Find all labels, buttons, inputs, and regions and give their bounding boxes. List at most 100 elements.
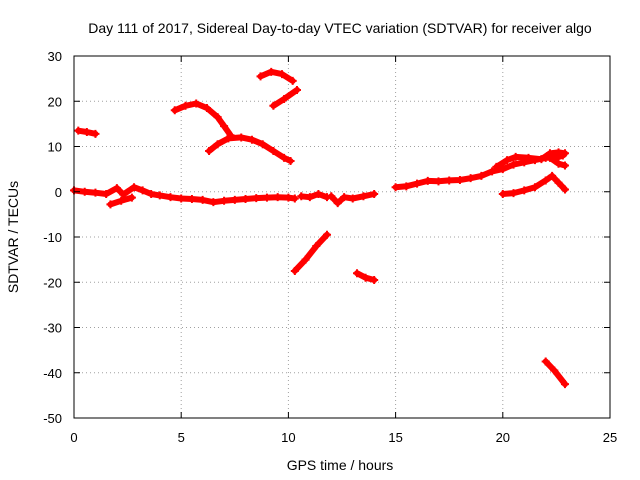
x-axis-label: GPS time / hours (287, 457, 394, 473)
data-point (202, 104, 211, 113)
data-point (550, 366, 559, 375)
data-point (286, 156, 295, 165)
data-point (224, 134, 233, 143)
x-tick-label: 15 (388, 430, 402, 445)
data-point (155, 191, 164, 200)
data-point (530, 183, 539, 192)
data-point (166, 193, 175, 202)
y-tick-label: -50 (43, 411, 62, 426)
data-point (312, 242, 321, 251)
series-group (70, 67, 569, 389)
data-point (301, 255, 310, 264)
data-point (280, 153, 289, 162)
data-point (106, 200, 115, 209)
data-point (147, 190, 156, 199)
grid (74, 56, 610, 418)
data-point (112, 184, 121, 193)
data-point (288, 76, 297, 85)
data-point (273, 193, 282, 202)
data-point (370, 275, 379, 284)
data-point (322, 230, 331, 239)
x-tick-label: 25 (603, 430, 617, 445)
data-point (511, 152, 520, 161)
data-point (554, 159, 563, 168)
data-point (256, 72, 265, 81)
series-line-rise-6-7 (206, 134, 294, 164)
data-point (290, 266, 299, 275)
data-point (220, 122, 229, 131)
y-tick-label: -10 (43, 230, 62, 245)
data-point (359, 192, 368, 201)
series-line-arc-5-10 (171, 100, 234, 139)
data-point (413, 179, 422, 188)
data-point (498, 165, 507, 174)
data-point (492, 162, 501, 171)
data-point (541, 176, 550, 185)
data-point (138, 186, 147, 195)
y-axis-label: SDTVAR / TECUs (5, 181, 21, 293)
data-point (277, 70, 286, 79)
data-point (548, 171, 557, 180)
series-line-drop-10-12 (291, 231, 330, 274)
data-point (247, 135, 256, 144)
data-point (117, 196, 126, 205)
y-tick-label: 20 (48, 94, 62, 109)
data-point (82, 128, 91, 137)
data-point (181, 101, 190, 110)
data-point (560, 185, 569, 194)
x-tick-label: 5 (178, 430, 185, 445)
series-line-lower-20-23 (499, 172, 568, 197)
data-point (391, 183, 400, 192)
data-point (477, 171, 486, 180)
data-point (498, 190, 507, 199)
data-point (333, 199, 342, 208)
y-tick-label: -20 (43, 275, 62, 290)
data-point (353, 269, 362, 278)
data-point (488, 167, 497, 176)
series-line-peak-9 (257, 68, 296, 84)
data-point (509, 189, 518, 198)
data-point (290, 194, 299, 203)
data-point (187, 194, 196, 203)
data-point (170, 106, 179, 115)
data-point (541, 357, 550, 366)
data-point (237, 133, 246, 142)
series-line-mid-10-12 (298, 191, 330, 201)
data-point (213, 113, 222, 122)
data-point (209, 198, 218, 207)
chart-title: Day 111 of 2017, Sidereal Day-to-day VTE… (88, 20, 592, 36)
data-point (361, 273, 370, 282)
data-point (537, 155, 546, 164)
y-tick-label: -40 (43, 366, 62, 381)
x-tick-label: 10 (281, 430, 295, 445)
data-point (258, 140, 267, 149)
data-point (230, 195, 239, 204)
data-point (455, 175, 464, 184)
data-point (348, 194, 357, 203)
series-line-climb-9-10 (270, 86, 300, 109)
data-point (205, 147, 214, 156)
data-point (520, 186, 529, 195)
data-point (80, 187, 89, 196)
data-point (370, 190, 379, 199)
data-point (74, 126, 83, 135)
data-point (560, 149, 569, 158)
x-tick-label: 0 (70, 430, 77, 445)
data-point (267, 67, 276, 76)
data-point (198, 195, 207, 204)
data-point (445, 176, 454, 185)
y-tick-label: -30 (43, 321, 62, 336)
y-tick-label: 10 (48, 140, 62, 155)
data-point (280, 94, 289, 103)
x-tick-label: 20 (496, 430, 510, 445)
data-point (327, 192, 336, 201)
data-point (269, 147, 278, 156)
data-point (314, 190, 323, 199)
data-point (102, 190, 111, 199)
data-point (220, 196, 229, 205)
data-point (340, 193, 349, 202)
data-point (269, 101, 278, 110)
data-point (466, 174, 475, 183)
data-point (402, 182, 411, 191)
